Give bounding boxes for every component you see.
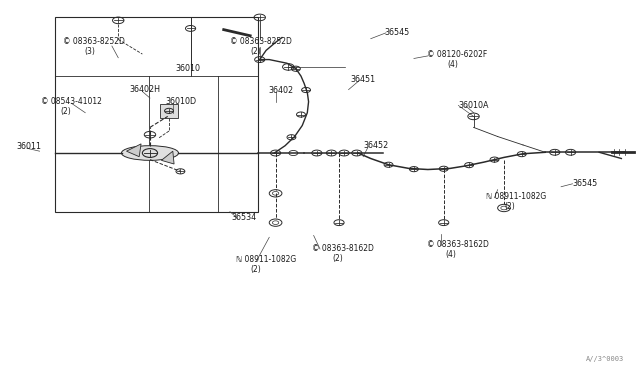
Text: A//3^0003: A//3^0003	[586, 356, 625, 362]
Text: © 08363-8252D: © 08363-8252D	[63, 37, 125, 46]
Text: 36545: 36545	[573, 179, 598, 187]
Text: 36010A: 36010A	[458, 101, 489, 110]
Text: 36011: 36011	[17, 142, 42, 151]
Polygon shape	[161, 151, 174, 164]
Text: © 08543-41012: © 08543-41012	[41, 97, 102, 106]
Text: (4): (4)	[447, 60, 458, 69]
Text: © 08363-8252D: © 08363-8252D	[230, 38, 292, 46]
Text: (2): (2)	[504, 202, 515, 211]
Text: © 08363-8162D: © 08363-8162D	[427, 240, 488, 249]
Text: 36452: 36452	[363, 141, 388, 150]
Text: (2): (2)	[250, 47, 261, 57]
Text: (2): (2)	[333, 254, 344, 263]
Text: 36402H: 36402H	[130, 86, 161, 94]
Text: (2): (2)	[250, 265, 261, 274]
Text: 36402: 36402	[268, 86, 293, 95]
Text: © 08363-8162D: © 08363-8162D	[312, 244, 374, 253]
Text: (3): (3)	[84, 46, 95, 56]
Text: (4): (4)	[445, 250, 456, 259]
Text: ℕ 08911-1082G: ℕ 08911-1082G	[486, 192, 547, 201]
Text: © 08120-6202F: © 08120-6202F	[427, 50, 487, 59]
Bar	[55, 17, 258, 212]
Text: 36010D: 36010D	[166, 97, 197, 106]
Polygon shape	[127, 144, 141, 157]
Bar	[160, 103, 178, 118]
Text: 36010: 36010	[175, 64, 200, 73]
Text: 36451: 36451	[351, 75, 376, 84]
Text: (2): (2)	[60, 107, 70, 116]
Text: ℕ 08911-1082G: ℕ 08911-1082G	[236, 255, 296, 264]
Text: 36545: 36545	[385, 28, 410, 36]
Text: 36534: 36534	[231, 213, 256, 222]
Ellipse shape	[122, 146, 179, 160]
